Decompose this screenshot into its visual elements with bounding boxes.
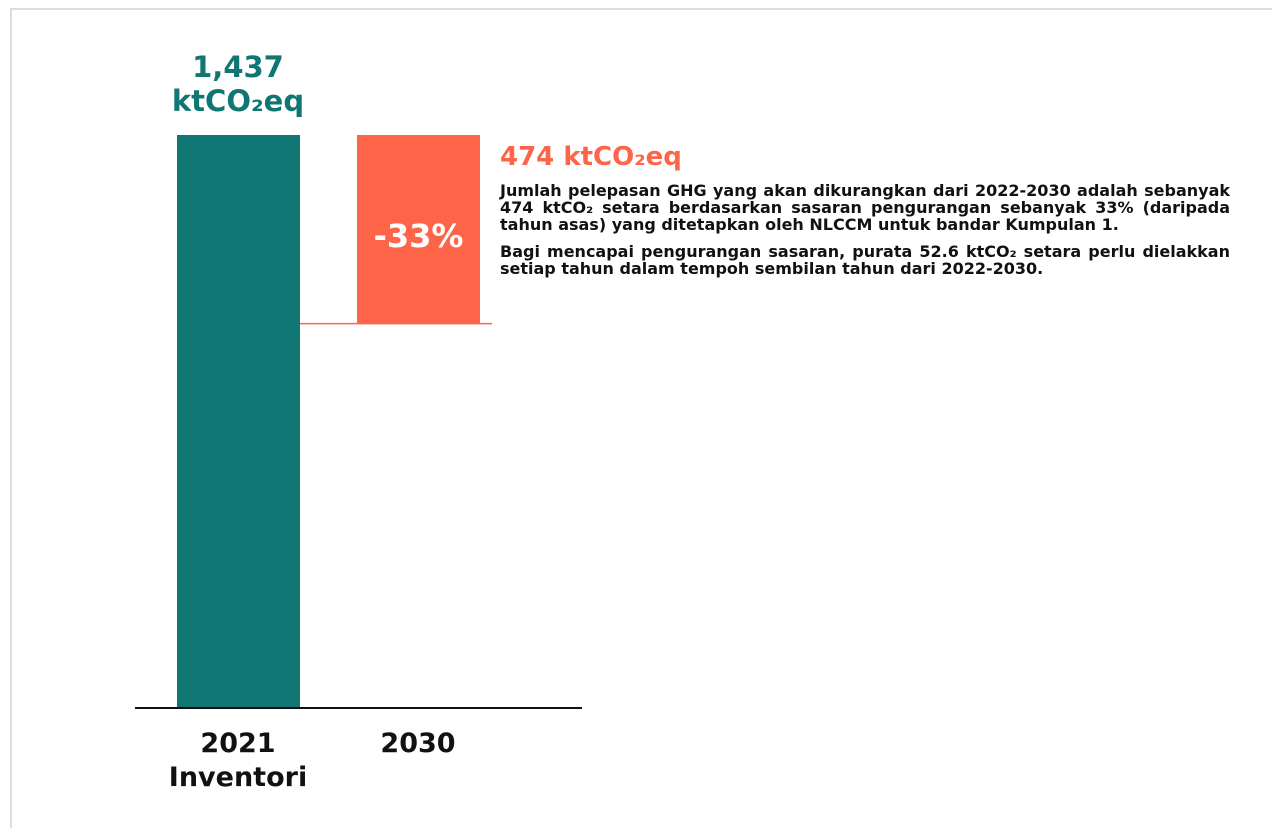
bar [357,135,480,324]
bar [177,135,300,707]
value-label: 1,437 ktCO₂eq [171,50,305,118]
x-tick-label: 2030 [380,728,456,759]
note: Jumlah pelepasan GHG yang akan dikurangk… [500,181,1230,234]
percent-label: -33% [373,217,464,255]
frame [10,8,1272,828]
notes: Jumlah pelepasan GHG yang akan dikurangk… [500,182,1230,287]
value-label: 474 ktCO₂eq [500,142,682,172]
x-tick-label: 2021 Inventori [168,728,308,793]
note: Bagi mencapai pengurangan sasaran, purat… [500,242,1230,278]
